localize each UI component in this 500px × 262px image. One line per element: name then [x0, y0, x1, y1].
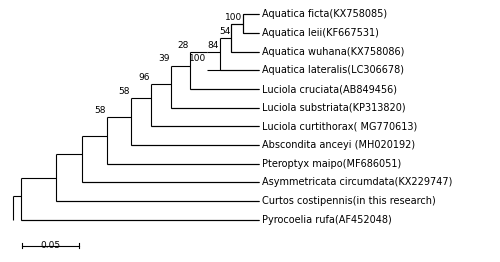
Text: Curtos costipennis(in this research): Curtos costipennis(in this research) — [262, 196, 436, 206]
Text: 39: 39 — [158, 54, 170, 63]
Text: Pyrocoelia rufa(AF452048): Pyrocoelia rufa(AF452048) — [262, 215, 392, 225]
Text: Asymmetricata circumdata(KX229747): Asymmetricata circumdata(KX229747) — [262, 177, 452, 187]
Text: Aquatica leii(KF667531): Aquatica leii(KF667531) — [262, 28, 379, 38]
Text: 28: 28 — [178, 41, 189, 50]
Text: 84: 84 — [208, 41, 219, 50]
Text: Aquatica ficta(KX758085): Aquatica ficta(KX758085) — [262, 9, 388, 19]
Text: Abscondita anceyi (MH020192): Abscondita anceyi (MH020192) — [262, 140, 416, 150]
Text: 58: 58 — [94, 106, 106, 115]
Text: Pteroptyx maipo(MF686051): Pteroptyx maipo(MF686051) — [262, 159, 402, 169]
Text: Luciola substriata(KP313820): Luciola substriata(KP313820) — [262, 103, 406, 113]
Text: 54: 54 — [219, 26, 230, 36]
Text: 58: 58 — [118, 87, 130, 96]
Text: 0.05: 0.05 — [40, 241, 60, 250]
Text: Aquatica wuhana(KX758086): Aquatica wuhana(KX758086) — [262, 47, 404, 57]
Text: Luciola cruciata(AB849456): Luciola cruciata(AB849456) — [262, 84, 398, 94]
Text: Luciola curtithorax( MG770613): Luciola curtithorax( MG770613) — [262, 121, 418, 131]
Text: Aquatica lateralis(LC306678): Aquatica lateralis(LC306678) — [262, 66, 404, 75]
Text: 96: 96 — [138, 73, 150, 82]
Text: 100: 100 — [224, 13, 242, 21]
Text: 100: 100 — [189, 54, 206, 63]
